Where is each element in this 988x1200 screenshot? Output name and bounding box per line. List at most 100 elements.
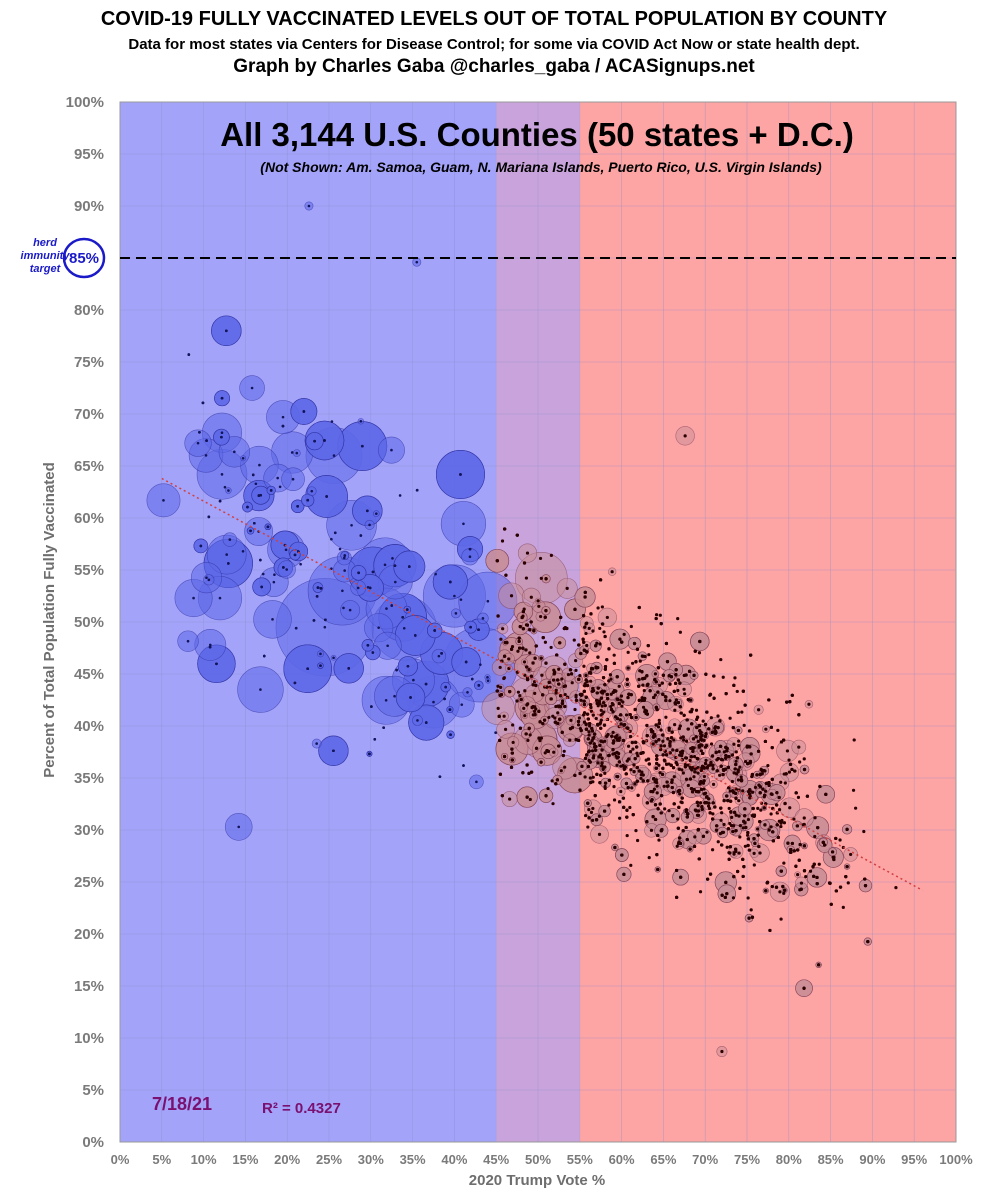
county-point: [793, 769, 797, 773]
county-point: [788, 700, 792, 704]
county-point: [424, 682, 428, 686]
county-point: [670, 778, 674, 782]
county-point: [617, 800, 622, 804]
county-point: [424, 721, 428, 724]
county-point: [807, 702, 811, 706]
county-point: [757, 844, 761, 849]
county-point: [769, 812, 773, 816]
county-point: [689, 755, 693, 759]
county-point: [681, 829, 685, 833]
county-point: [543, 751, 547, 755]
county-point: [249, 529, 252, 533]
county-point: [585, 753, 589, 757]
county-point: [644, 758, 648, 762]
county-point: [546, 786, 550, 791]
county-point: [636, 754, 640, 758]
county-point: [709, 742, 714, 746]
county-point: [342, 556, 346, 560]
county-point: [502, 714, 506, 718]
county-point: [570, 681, 574, 685]
county-point: [586, 764, 590, 769]
county-point: [719, 657, 723, 662]
county-point: [736, 728, 741, 733]
county-point: [605, 734, 609, 738]
county-point: [798, 888, 802, 892]
county-point: [529, 674, 533, 678]
county-point: [531, 683, 535, 687]
county-point: [725, 794, 729, 798]
county-point: [686, 763, 690, 767]
county-point: [817, 963, 821, 967]
county-point: [775, 823, 779, 827]
date-stamp: 7/18/21: [152, 1094, 212, 1114]
county-point: [711, 763, 715, 767]
county-point: [645, 733, 649, 738]
county-point: [603, 771, 607, 775]
county-point: [677, 726, 681, 731]
county-point: [757, 783, 761, 787]
county-point: [615, 716, 619, 721]
county-point: [782, 861, 786, 865]
county-point: [307, 204, 311, 208]
county-point: [511, 723, 515, 727]
county-point: [701, 751, 705, 756]
county-point: [625, 682, 629, 687]
county-point: [671, 813, 675, 818]
y-tick-label: 95%: [74, 146, 104, 163]
county-point: [330, 537, 333, 541]
county-point: [594, 644, 598, 648]
county-point: [715, 769, 719, 773]
county-point: [539, 614, 543, 619]
county-point: [832, 855, 836, 859]
county-point: [529, 595, 533, 599]
county-point: [711, 801, 715, 805]
county-point: [634, 715, 638, 720]
county-point: [579, 651, 583, 656]
county-point: [619, 789, 623, 794]
county-point: [677, 767, 681, 771]
county-point: [438, 775, 442, 778]
county-point: [625, 759, 629, 763]
county-point: [679, 875, 683, 879]
county-point: [739, 775, 743, 779]
county-point: [641, 683, 645, 687]
county-point: [787, 770, 792, 774]
county-point: [696, 757, 700, 761]
county-point: [525, 665, 529, 669]
county-point: [589, 679, 593, 683]
not-shown-note: (Not Shown: Am. Samoa, Guam, N. Mariana …: [260, 159, 822, 175]
county-point: [527, 668, 531, 672]
y-tick-label: 25%: [74, 874, 104, 891]
county-point: [756, 749, 761, 753]
county-point: [749, 653, 753, 657]
county-point: [573, 773, 577, 777]
county-point: [643, 654, 647, 659]
county-point: [578, 788, 582, 792]
county-point: [690, 722, 694, 726]
county-point: [628, 750, 633, 754]
county-point: [748, 794, 752, 798]
county-point: [498, 738, 502, 743]
county-point: [863, 877, 867, 881]
county-point: [749, 752, 753, 756]
county-point: [629, 624, 633, 629]
county-point: [656, 690, 660, 694]
county-point: [615, 697, 619, 701]
county-point: [670, 730, 674, 734]
county-point: [600, 712, 604, 716]
county-point: [704, 731, 708, 736]
county-point: [699, 749, 703, 753]
county-point: [218, 596, 222, 600]
county-point: [655, 707, 659, 711]
county-point: [643, 676, 647, 680]
y-tick-label: 65%: [74, 458, 104, 475]
county-point: [621, 796, 626, 800]
county-point: [658, 613, 662, 617]
county-point: [802, 986, 806, 990]
county-point: [689, 787, 694, 791]
county-point: [702, 787, 706, 791]
county-point: [632, 769, 636, 774]
county-point: [600, 764, 604, 768]
county-point: [584, 631, 588, 636]
county-point: [638, 659, 642, 663]
